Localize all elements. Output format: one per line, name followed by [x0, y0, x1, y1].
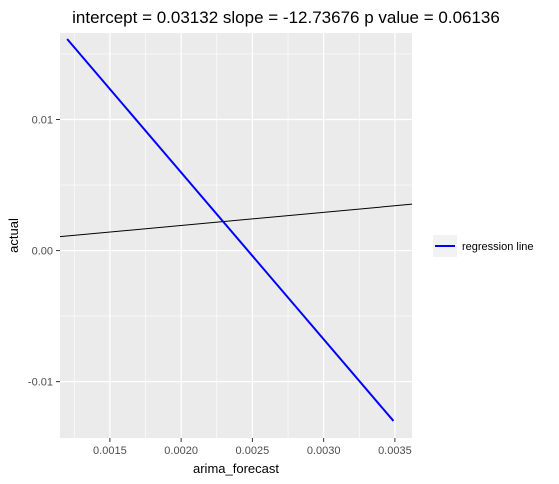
grid-major — [60, 33, 412, 438]
grid-minor — [60, 33, 412, 438]
x-axis-title: arima_forecast — [193, 461, 279, 476]
y-tick-label: 0.00 — [32, 246, 53, 258]
y-axis-title: actual — [6, 218, 21, 253]
legend: regression line — [433, 235, 534, 257]
series-layer — [59, 38, 413, 422]
series-line-reference — [59, 203, 413, 238]
series-line-regression — [66, 38, 395, 422]
y-axis: -0.01 0.00 0.01 — [28, 115, 60, 389]
x-tick-label: 0.0015 — [93, 445, 127, 457]
x-tick-label: 0.0030 — [307, 445, 341, 457]
y-tick-label: 0.01 — [32, 115, 53, 127]
chart-title: intercept = 0.03132 slope = -12.73676 p … — [72, 8, 500, 27]
x-tick-label: 0.0025 — [236, 445, 270, 457]
x-axis: 0.0015 0.0020 0.0025 0.0030 0.0035 — [93, 438, 412, 457]
y-tick-label: -0.01 — [28, 377, 53, 389]
legend-label: regression line — [462, 241, 534, 253]
x-tick-label: 0.0020 — [164, 445, 198, 457]
x-tick-label: 0.0035 — [378, 445, 412, 457]
